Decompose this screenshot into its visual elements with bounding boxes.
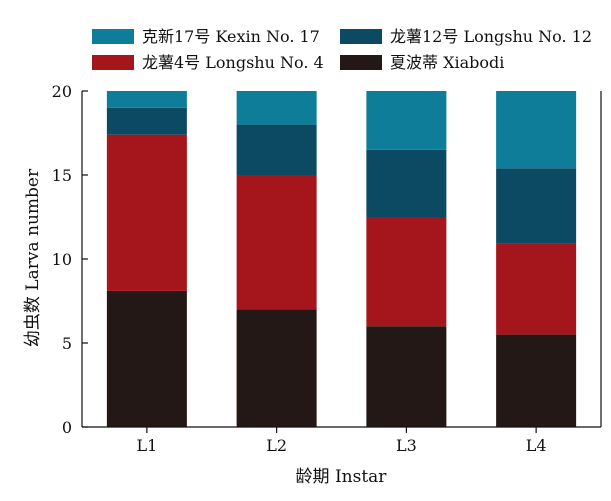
bar-l4-series-3 (496, 91, 577, 169)
legend-swatch (92, 29, 134, 44)
bars (106, 91, 577, 427)
legend-swatch (340, 29, 382, 44)
bar-l4-series-0 (496, 334, 577, 427)
legend-label: 克新17号 Kexin No. 17 (142, 27, 320, 46)
bar-l3-series-2 (366, 149, 447, 217)
y-axis-label: 幼虫数 Larva number (23, 168, 43, 347)
y-tick-label: 5 (62, 334, 72, 353)
bar-l2-series-2 (236, 124, 317, 175)
legend: 克新17号 Kexin No. 17 龙薯12号 Longshu No. 12 龙薯… (92, 27, 592, 72)
legend-label: 龙薯12号 Longshu No. 12 (390, 27, 592, 46)
x-tick-label: L3 (396, 436, 417, 455)
y-tick-label: 0 (62, 418, 72, 437)
legend-swatch (92, 55, 134, 70)
bar-l2-series-0 (236, 309, 317, 427)
bar-l4-series-2 (496, 168, 577, 244)
legend-label: 夏波蒂 Xiabodi (390, 53, 504, 72)
bar-l3-series-0 (366, 326, 447, 427)
legend-swatch (340, 55, 382, 70)
y-tick-label: 10 (52, 250, 72, 269)
bar-l1-series-1 (106, 134, 187, 291)
x-axis-label: 龄期 Instar (296, 467, 388, 487)
bar-l1-series-2 (106, 107, 187, 135)
x-ticks: L1 L2 L3 L4 (136, 427, 547, 455)
bar-l2-series-1 (236, 175, 317, 310)
bar-l1-series-0 (106, 290, 187, 427)
x-tick-label: L4 (526, 436, 547, 455)
bar-l3-series-1 (366, 217, 447, 327)
legend-label: 龙薯4号 Longshu No. 4 (142, 53, 324, 72)
x-tick-label: L2 (266, 436, 287, 455)
y-tick-label: 15 (52, 166, 72, 185)
x-tick-label: L1 (136, 436, 157, 455)
bar-l3-series-3 (366, 91, 447, 150)
bar-l1-series-3 (106, 91, 187, 108)
y-ticks: 0 5 10 15 20 (52, 82, 88, 437)
y-tick-label: 20 (52, 82, 72, 101)
bar-l4-series-1 (496, 243, 577, 335)
bar-l2-series-3 (236, 91, 317, 125)
